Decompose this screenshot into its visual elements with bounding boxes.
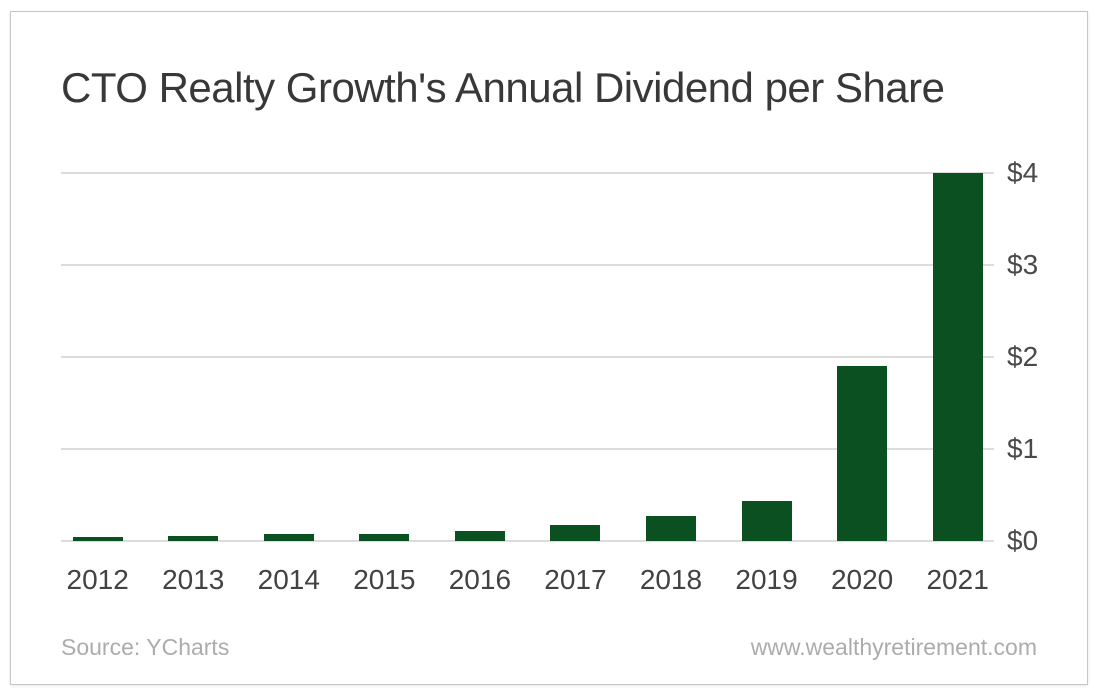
bar-2012 (72, 537, 123, 541)
plot-area (61, 172, 994, 542)
x-tick-label-2016: 2016 (448, 564, 512, 595)
gridline-usd4 (61, 172, 994, 174)
bar-2017 (550, 525, 601, 541)
website-credit: www.wealthyretirement.com (750, 634, 1037, 660)
x-tick-label-2017: 2017 (544, 564, 607, 595)
source-credit: Source: YCharts (61, 634, 230, 660)
x-tick-label-2013: 2013 (162, 564, 225, 595)
gridline-usd0 (61, 540, 994, 542)
bar-2013 (168, 536, 219, 541)
y-tick-label-usd4: $4 (1007, 157, 1039, 188)
x-tick-label-2012: 2012 (66, 564, 129, 595)
bar-2016 (454, 530, 505, 541)
bar-2018 (646, 516, 696, 541)
gridline-usd1 (61, 448, 994, 450)
chart-title: CTO Realty Growth's Annual Dividend per … (61, 64, 945, 111)
x-tick-label-2019: 2019 (735, 564, 798, 595)
bar-2021 (932, 173, 983, 541)
x-tick-label-2018: 2018 (639, 564, 703, 595)
y-tick-label-usd0: $0 (1007, 525, 1039, 556)
bar-2019 (741, 500, 792, 541)
y-tick-label-usd2: $2 (1007, 341, 1039, 372)
x-tick-label-2020: 2020 (830, 564, 894, 595)
gridline-usd3 (61, 264, 994, 266)
chart-card: CTO Realty Growth's Annual Dividend per … (10, 11, 1088, 685)
bar-2014 (263, 533, 314, 541)
x-tick-label-2015: 2015 (353, 564, 416, 595)
chart-footer: Source: YCharts www.wealthyretirement.co… (61, 634, 1037, 661)
bar-2020 (837, 366, 888, 541)
x-tick-label-2021: 2021 (926, 564, 989, 595)
bar-2015 (359, 533, 410, 541)
gridline-usd2 (61, 356, 994, 358)
y-tick-label-usd3: $3 (1007, 249, 1039, 280)
x-tick-label-2014: 2014 (257, 564, 320, 595)
y-tick-label-usd1: $1 (1007, 433, 1039, 464)
